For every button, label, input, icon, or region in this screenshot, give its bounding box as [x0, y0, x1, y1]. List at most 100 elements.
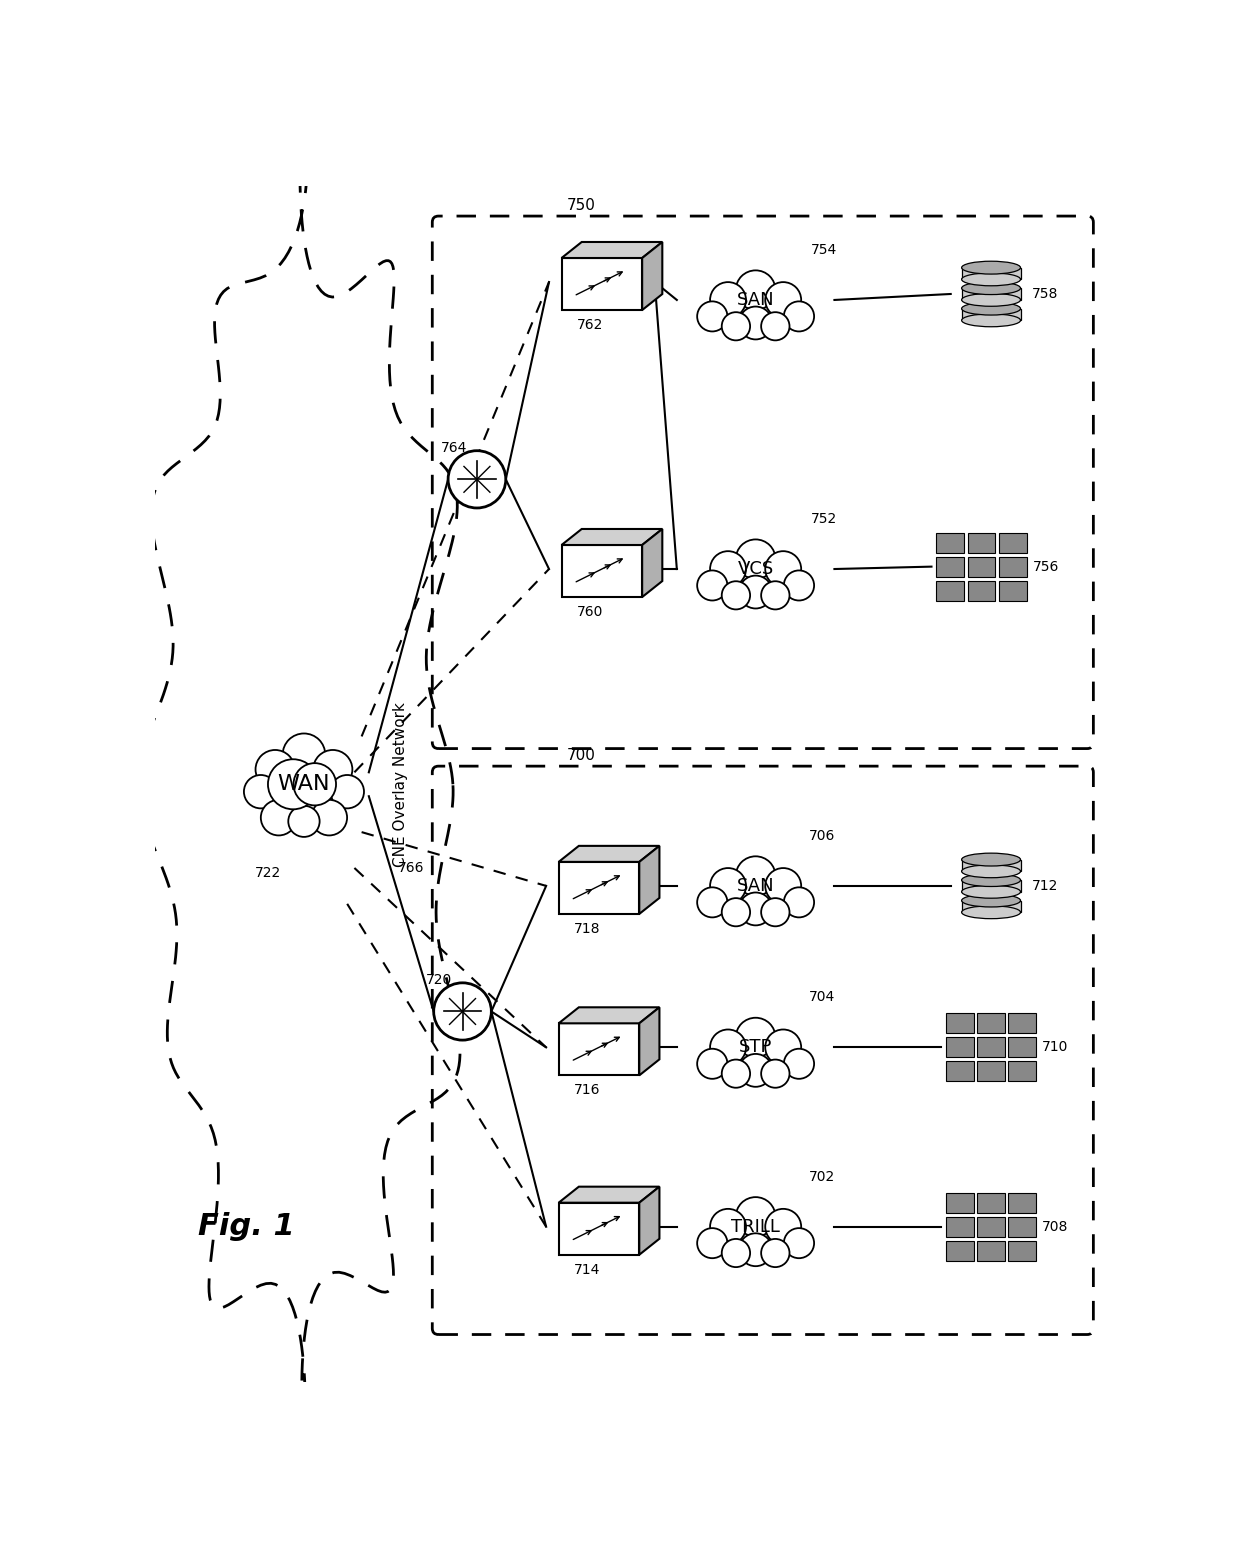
Text: 706: 706: [808, 829, 835, 843]
Polygon shape: [562, 242, 662, 258]
Polygon shape: [562, 258, 642, 311]
Circle shape: [739, 1233, 773, 1266]
Circle shape: [294, 763, 336, 806]
Ellipse shape: [961, 885, 1021, 898]
Bar: [936, 556, 963, 576]
Bar: [962, 267, 1021, 280]
Circle shape: [765, 551, 801, 587]
Bar: [946, 1013, 973, 1033]
Bar: [977, 1061, 1004, 1081]
Bar: [946, 1061, 973, 1081]
Text: Fig. 1: Fig. 1: [198, 1213, 295, 1241]
Circle shape: [283, 733, 325, 776]
Polygon shape: [559, 1186, 660, 1202]
Polygon shape: [559, 862, 640, 913]
Circle shape: [739, 893, 773, 926]
Text: SAN: SAN: [737, 877, 775, 895]
Circle shape: [739, 1054, 773, 1087]
Ellipse shape: [961, 865, 1021, 877]
Circle shape: [260, 800, 296, 836]
Circle shape: [711, 551, 746, 587]
Circle shape: [434, 983, 491, 1041]
Ellipse shape: [961, 281, 1021, 295]
Bar: [946, 1037, 973, 1058]
Circle shape: [711, 868, 746, 904]
Circle shape: [761, 1059, 790, 1087]
Bar: [977, 1193, 1004, 1213]
Circle shape: [735, 1197, 775, 1236]
Circle shape: [765, 868, 801, 904]
Bar: [1008, 1241, 1037, 1261]
Circle shape: [314, 750, 352, 789]
Polygon shape: [640, 846, 660, 913]
Text: CNE Overlay Network: CNE Overlay Network: [393, 702, 408, 867]
Circle shape: [722, 581, 750, 609]
Bar: [946, 1216, 973, 1236]
Circle shape: [761, 581, 790, 609]
Circle shape: [268, 759, 319, 809]
Ellipse shape: [961, 261, 1021, 273]
Ellipse shape: [961, 895, 1021, 907]
Bar: [962, 289, 1021, 300]
Circle shape: [735, 1017, 775, 1058]
Circle shape: [722, 1239, 750, 1267]
Bar: [977, 1037, 1004, 1058]
Circle shape: [765, 283, 801, 318]
Text: 708: 708: [1043, 1219, 1069, 1233]
Bar: [1008, 1216, 1037, 1236]
Circle shape: [739, 576, 773, 609]
Circle shape: [697, 301, 728, 331]
Bar: [1008, 1061, 1037, 1081]
Bar: [946, 1193, 973, 1213]
Circle shape: [255, 750, 295, 789]
Bar: [967, 581, 996, 601]
Circle shape: [784, 301, 815, 331]
Text: TRILL: TRILL: [732, 1218, 780, 1236]
Bar: [999, 556, 1027, 576]
Bar: [967, 533, 996, 553]
Circle shape: [761, 312, 790, 340]
Circle shape: [244, 775, 278, 809]
Circle shape: [735, 856, 775, 896]
Circle shape: [735, 270, 775, 311]
Ellipse shape: [961, 314, 1021, 326]
Bar: [999, 581, 1027, 601]
Circle shape: [784, 1048, 815, 1079]
Bar: [936, 533, 963, 553]
Ellipse shape: [961, 303, 1021, 315]
Circle shape: [784, 887, 815, 918]
Ellipse shape: [961, 905, 1021, 919]
Text: 760: 760: [577, 606, 604, 620]
Text: 766: 766: [398, 860, 424, 874]
Circle shape: [697, 570, 728, 601]
Text: 714: 714: [574, 1263, 600, 1277]
Text: 702: 702: [808, 1169, 835, 1183]
Text: 710: 710: [1043, 1041, 1069, 1054]
Text: VCS: VCS: [738, 561, 774, 578]
Text: 756: 756: [1033, 559, 1059, 573]
Bar: [962, 859, 1021, 871]
Bar: [962, 881, 1021, 891]
Text: 764: 764: [440, 441, 467, 455]
Bar: [962, 309, 1021, 320]
Text: 722: 722: [254, 867, 281, 881]
Circle shape: [784, 570, 815, 601]
Text: 718: 718: [574, 922, 600, 936]
Text: STP: STP: [739, 1039, 773, 1056]
Polygon shape: [642, 530, 662, 596]
Polygon shape: [559, 1008, 660, 1023]
Bar: [962, 901, 1021, 912]
Text: 704: 704: [808, 991, 835, 1005]
Circle shape: [735, 539, 775, 579]
Bar: [977, 1216, 1004, 1236]
Text: 700: 700: [567, 749, 595, 763]
Circle shape: [697, 1228, 728, 1258]
Polygon shape: [559, 846, 660, 862]
Circle shape: [761, 898, 790, 926]
Bar: [977, 1241, 1004, 1261]
Text: 716: 716: [574, 1084, 600, 1098]
Text: SAN: SAN: [737, 290, 775, 309]
Circle shape: [765, 1208, 801, 1244]
Circle shape: [711, 283, 746, 318]
Text: 762: 762: [577, 318, 604, 332]
